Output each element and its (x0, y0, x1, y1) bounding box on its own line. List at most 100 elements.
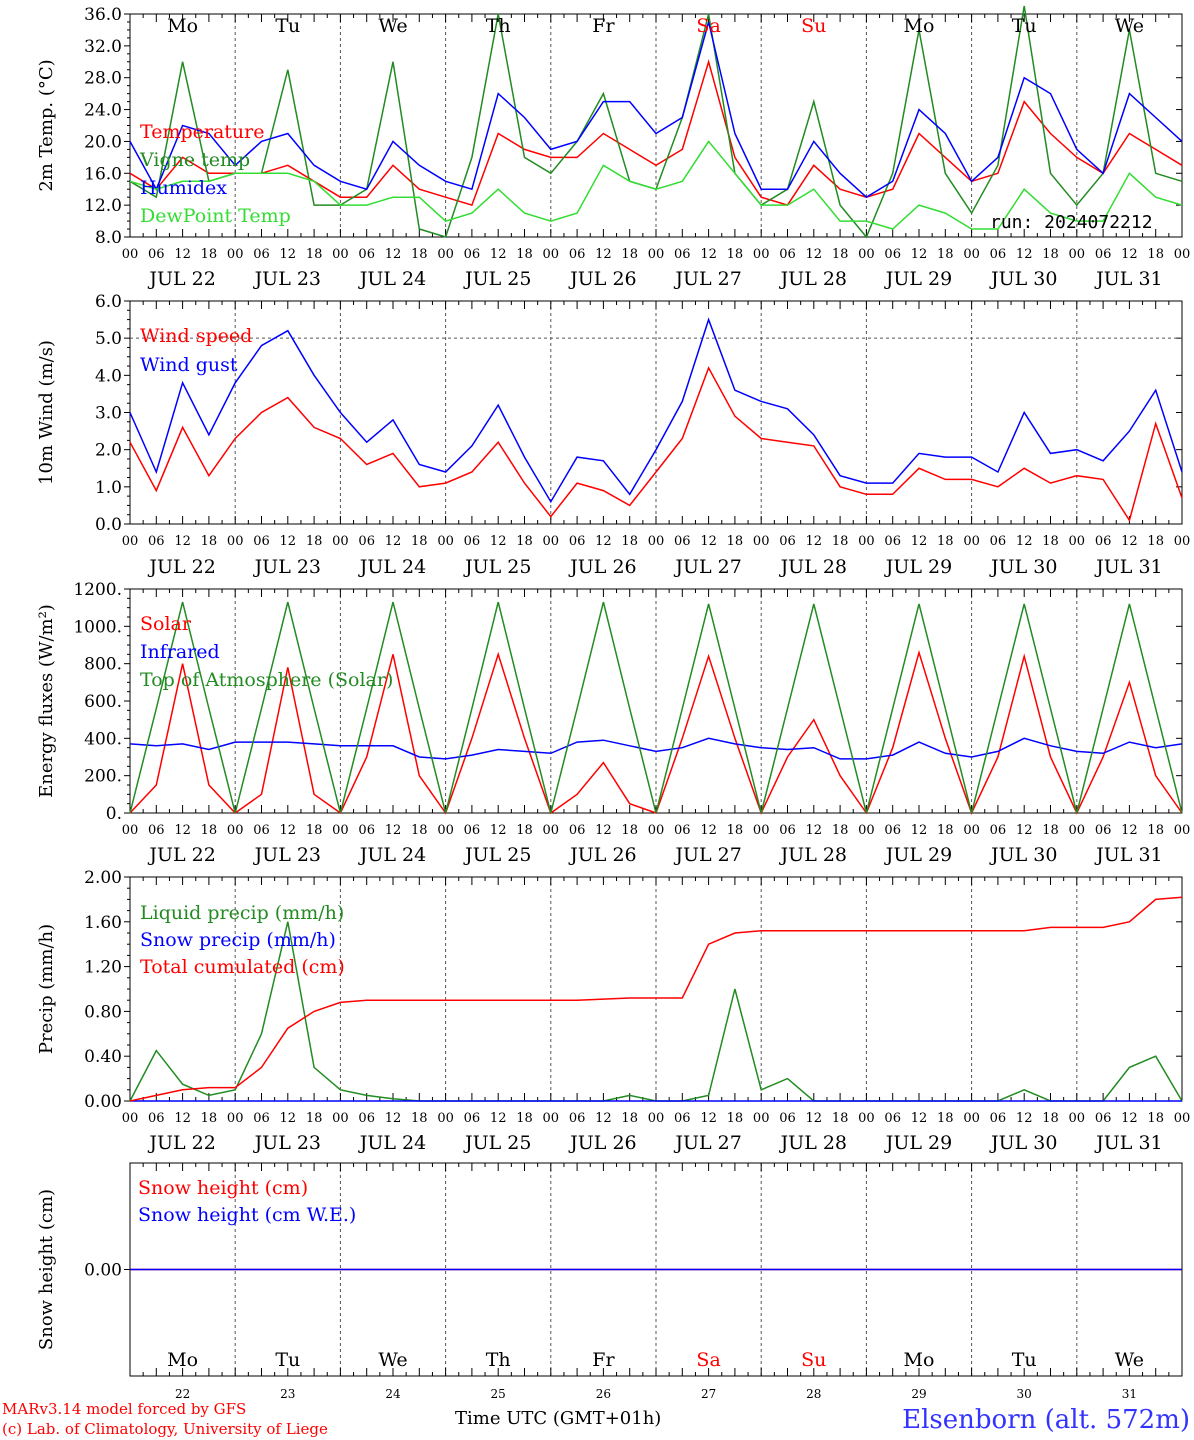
y-axis-label: Energy fluxes (W/m²) (36, 604, 57, 798)
x-hour-label: 12 (385, 823, 402, 838)
x-hour-label: 00 (332, 823, 349, 838)
x-hour-label: 00 (1069, 1111, 1086, 1126)
x-hour-label: 00 (437, 247, 454, 262)
series-toa (129, 601, 1183, 814)
legend-snow_we: Snow height (cm W.E.) (138, 1204, 356, 1226)
x-hour-label: 18 (937, 247, 954, 262)
x-hour-label: 12 (911, 534, 928, 549)
day-abbr: Su (801, 15, 826, 37)
y-tick-label: 0.80 (84, 1002, 122, 1022)
date-label: JUL 30 (989, 844, 1057, 866)
x-hour-label: 12 (1016, 534, 1033, 549)
y-tick-label: 1.0 (95, 478, 122, 498)
y-tick-label: 0.0 (95, 515, 122, 535)
x-hour-label: 12 (700, 534, 717, 549)
series-temperature (129, 59, 1183, 207)
day-number: 22 (175, 1387, 190, 1401)
date-label: JUL 23 (253, 1132, 321, 1154)
legend-wind_gust: Wind gust (140, 354, 238, 376)
x-hour-label: 18 (411, 823, 428, 838)
x-hour-label: 18 (621, 247, 638, 262)
date-label: JUL 31 (1094, 556, 1162, 578)
date-label: JUL 22 (147, 1132, 215, 1154)
y-tick-label: 0.40 (84, 1047, 122, 1067)
date-label: JUL 23 (253, 268, 321, 290)
x-hour-label: 12 (174, 534, 191, 549)
y-tick-label: 1000. (73, 617, 122, 637)
day-number: 25 (491, 1387, 506, 1401)
x-hour-label: 00 (437, 823, 454, 838)
x-hour-label: 00 (1069, 247, 1086, 262)
y-tick-label: 1200. (73, 580, 122, 600)
x-hour-label: 12 (174, 823, 191, 838)
day-abbr: Tu (1012, 1349, 1037, 1371)
x-hour-label: 12 (595, 823, 612, 838)
x-hour-label: 18 (832, 823, 849, 838)
x-hour-label: 00 (122, 534, 139, 549)
x-hour-label: 06 (253, 534, 270, 549)
x-hour-label: 18 (1042, 534, 1059, 549)
date-label: JUL 27 (673, 1132, 741, 1154)
x-hour-label: 12 (1121, 534, 1138, 549)
x-hour-label: 06 (674, 823, 691, 838)
x-hour-label: 00 (332, 1111, 349, 1126)
day-abbr: Sa (696, 15, 720, 37)
y-tick-label: 6.0 (95, 292, 122, 312)
x-hour-label: 18 (516, 247, 533, 262)
legend-solar: Solar (140, 613, 192, 635)
x-hour-label: 00 (227, 247, 244, 262)
y-tick-label: 32.0 (84, 37, 122, 57)
date-label: JUL 26 (568, 1132, 636, 1154)
x-hour-label: 00 (1174, 1111, 1191, 1126)
x-axis-label: Time UTC (GMT+01h) (455, 1408, 661, 1429)
day-number: 29 (911, 1387, 926, 1401)
y-tick-label: 2.00 (84, 868, 122, 888)
x-hour-label: 12 (385, 247, 402, 262)
x-hour-label: 00 (753, 247, 770, 262)
x-hour-label: 00 (753, 1111, 770, 1126)
x-hour-label: 00 (1174, 823, 1191, 838)
day-abbr: Mo (167, 15, 198, 37)
x-hour-label: 12 (490, 1111, 507, 1126)
day-abbr: Tu (275, 15, 300, 37)
x-hour-label: 00 (648, 823, 665, 838)
station-label: Elsenborn (alt. 572m) (902, 1405, 1190, 1435)
x-hour-label: 12 (700, 823, 717, 838)
x-hour-label: 06 (358, 534, 375, 549)
x-hour-label: 06 (1095, 247, 1112, 262)
x-hour-label: 12 (595, 247, 612, 262)
date-label: JUL 30 (989, 268, 1057, 290)
x-hour-label: 00 (648, 534, 665, 549)
panel-2: 0.0 1.0 2.0 3.0 4.0 5.0 6.0 10m Wind (m/s) Wind … (36, 292, 1190, 578)
x-hour-label: 06 (253, 1111, 270, 1126)
series-wind_speed (129, 366, 1183, 523)
x-hour-label: 18 (1042, 247, 1059, 262)
x-hour-label: 18 (621, 534, 638, 549)
x-hour-label: 18 (937, 1111, 954, 1126)
date-label: JUL 31 (1094, 844, 1162, 866)
series-humidex (129, 21, 1183, 199)
x-hour-label: 12 (806, 1111, 823, 1126)
x-hour-label: 00 (543, 247, 560, 262)
series-dewpoint (129, 140, 1183, 230)
date-label: JUL 27 (673, 268, 741, 290)
x-hour-label: 06 (674, 1111, 691, 1126)
date-label: JUL 29 (884, 268, 952, 290)
x-hour-label: 18 (1042, 823, 1059, 838)
x-hour-label: 12 (490, 823, 507, 838)
day-abbr: Fr (592, 15, 615, 37)
x-hour-label: 18 (411, 1111, 428, 1126)
x-hour-label: 00 (753, 534, 770, 549)
x-hour-label: 00 (858, 247, 875, 262)
date-label: JUL 25 (463, 268, 531, 290)
x-hour-label: 00 (963, 247, 980, 262)
y-tick-label: 1.20 (84, 958, 122, 978)
date-label: JUL 28 (779, 844, 847, 866)
x-hour-label: 12 (806, 823, 823, 838)
x-hour-label: 00 (1174, 534, 1191, 549)
series-wind_gust (129, 317, 1183, 504)
x-hour-label: 00 (227, 1111, 244, 1126)
plot-frame (129, 588, 1183, 814)
date-label: JUL 31 (1094, 1132, 1162, 1154)
